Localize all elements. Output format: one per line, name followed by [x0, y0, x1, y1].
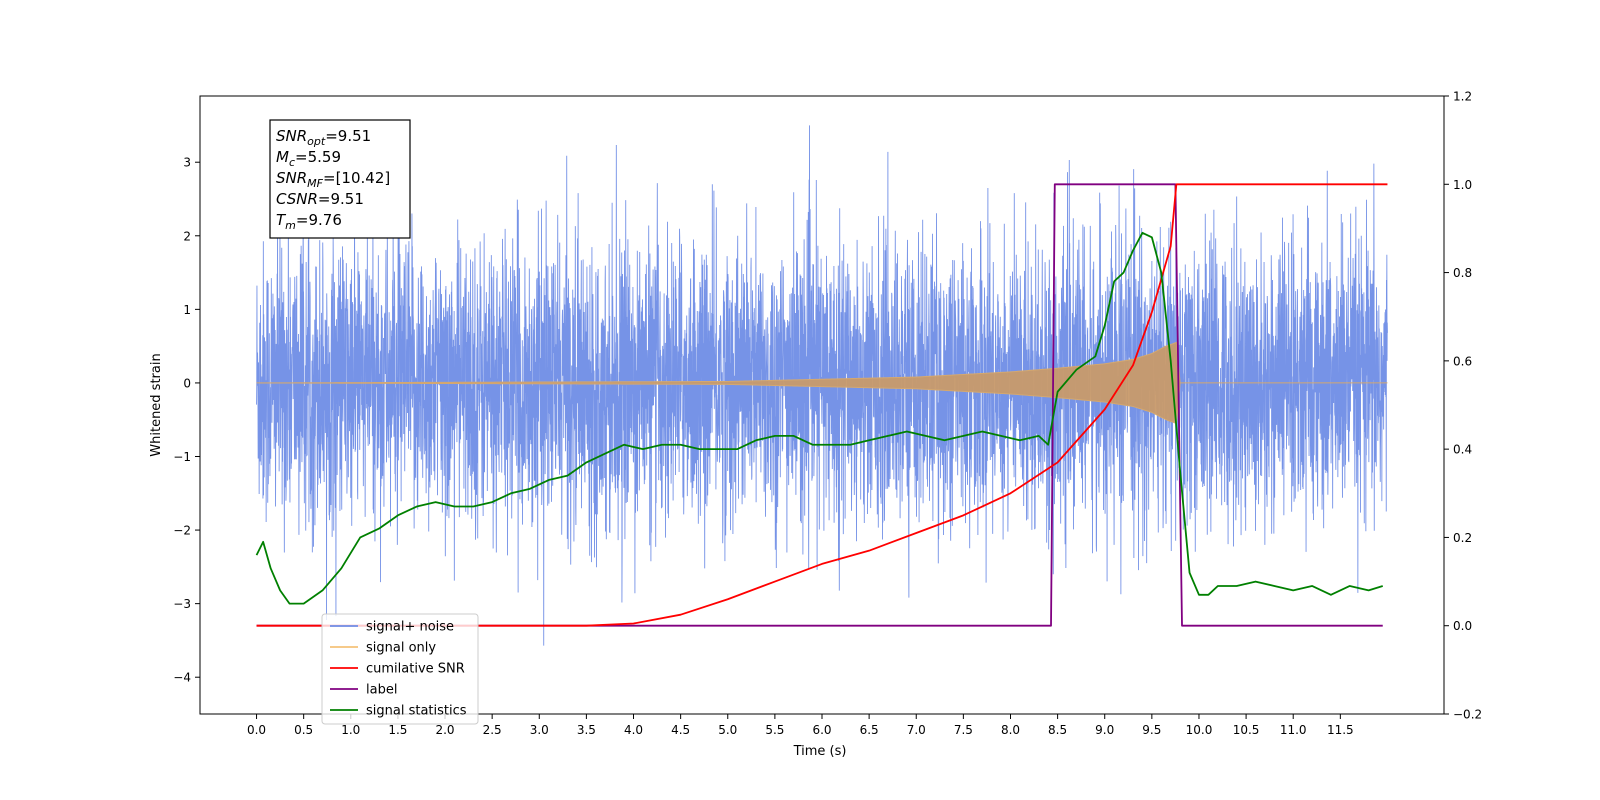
y-axis-right: 1.2 1.0 0.8 0.6 0.4 0.2 0.0 −0.2: [1444, 90, 1482, 722]
annotation-symbol: M: [276, 148, 289, 166]
annotation-subscript: MF: [307, 177, 323, 190]
series-label: [256, 183, 1383, 627]
annotation-symbol: SNR: [276, 127, 307, 145]
x-tick-label: 0.0: [247, 723, 266, 737]
x-tick-label: 6.5: [860, 723, 879, 737]
label-line: [256, 183, 1383, 627]
annotation-subscript: opt: [307, 135, 326, 148]
x-tick-label: 11.5: [1327, 723, 1354, 737]
series-signal-plus-noise: [256, 125, 1388, 646]
x-tick-label: 1.0: [341, 723, 360, 737]
y-axis-label: Whitened strain: [149, 353, 164, 456]
x-tick-label: 1.5: [388, 723, 407, 737]
cumulative-snr-line: [256, 183, 1388, 627]
x-axis-label: Time (s): [793, 744, 847, 759]
annotation-value: =9.51: [325, 127, 371, 145]
legend-frame: [321, 613, 479, 725]
signal-plus-noise-line: [256, 125, 1388, 646]
x-tick-label: 5.5: [765, 723, 784, 737]
annotation-value: =9.51: [318, 190, 364, 208]
annotation-symbol: SNR: [276, 169, 307, 187]
series-cumulative-snr: [256, 183, 1388, 627]
annotation-subscript: m: [285, 219, 296, 232]
plot-area: [255, 125, 1388, 646]
legend: signal+ noise signal only cumilative SNR la…: [321, 613, 479, 725]
y-axis-left: 3 2 1 0 −1 −2 −3 −4: [173, 156, 200, 685]
annotation-symbol: CSNR: [276, 190, 318, 208]
annotation-symbol: T: [276, 211, 287, 229]
y-tick-label: −1: [173, 450, 191, 464]
x-tick-label: 5.0: [718, 723, 737, 737]
y2-tick-label: 0.2: [1453, 531, 1472, 545]
y-tick-label: −2: [173, 524, 191, 538]
x-tick-label: 8.0: [1001, 723, 1020, 737]
x-tick-label: 3.0: [530, 723, 549, 737]
y2-tick-label: 1.2: [1453, 90, 1472, 104]
x-tick-label: 4.5: [671, 723, 690, 737]
annotation-line: SNRopt=9.51: [276, 127, 371, 148]
annotation-value: =[10.42]: [323, 169, 390, 187]
y-tick-label: 0: [183, 376, 191, 390]
annotation-line: SNRMF=[10.42]: [276, 169, 390, 190]
series-signal-only: [256, 341, 1388, 425]
legend-label: cumilative SNR: [366, 662, 465, 677]
y-tick-label: 2: [183, 229, 191, 243]
annotation-line: CSNR=9.51: [276, 190, 364, 208]
x-tick-label: 9.5: [1142, 723, 1161, 737]
y2-tick-label: −0.2: [1453, 708, 1482, 722]
annotation-value: =5.59: [295, 148, 341, 166]
y-tick-label: 3: [183, 156, 191, 170]
annotation-line: Tm=9.76: [276, 211, 342, 232]
x-tick-label: 10.0: [1186, 723, 1213, 737]
y-tick-label: −4: [173, 671, 191, 685]
y2-tick-label: 0.8: [1453, 266, 1472, 280]
x-tick-label: 3.5: [577, 723, 596, 737]
x-tick-label: 6.0: [812, 723, 831, 737]
y2-tick-label: 0.6: [1453, 354, 1472, 368]
legend-label: label: [366, 683, 397, 698]
annotation-box: SNRopt=9.51Mc=5.59SNRMF=[10.42]CSNR=9.51…: [269, 119, 411, 239]
annotation-frame: [269, 119, 411, 239]
series-signal-statistics: [255, 231, 1384, 605]
x-axis: 0.0 0.5 1.0 1.5 2.0 2.5 3.0 3.5 4.0 4.5 5.0 5.5 6.0 6…: [247, 714, 1354, 737]
x-tick-label: 2.5: [483, 723, 502, 737]
legend-label: signal+ noise: [366, 620, 454, 635]
annotation-line: Mc=5.59: [276, 148, 341, 169]
y-tick-label: −3: [173, 597, 191, 611]
y2-tick-label: 1.0: [1453, 178, 1472, 192]
y2-tick-label: 0.0: [1453, 619, 1472, 633]
signal-statistics-line: [255, 231, 1384, 605]
x-tick-label: 2.0: [435, 723, 454, 737]
x-tick-label: 0.5: [294, 723, 313, 737]
signal-only-band: [256, 341, 1388, 425]
x-tick-label: 10.5: [1233, 723, 1260, 737]
x-tick-label: 8.5: [1048, 723, 1067, 737]
legend-label: signal statistics: [366, 704, 467, 719]
annotation-value: =9.76: [296, 211, 342, 229]
y-tick-label: 1: [183, 303, 191, 317]
x-tick-label: 7.0: [907, 723, 926, 737]
annotation-subscript: c: [289, 156, 295, 169]
x-tick-label: 11.0: [1280, 723, 1307, 737]
x-tick-label: 7.5: [954, 723, 973, 737]
x-tick-label: 4.0: [624, 723, 643, 737]
y2-tick-label: 0.4: [1453, 443, 1472, 457]
x-tick-label: 9.0: [1095, 723, 1114, 737]
legend-label: signal only: [366, 641, 436, 656]
